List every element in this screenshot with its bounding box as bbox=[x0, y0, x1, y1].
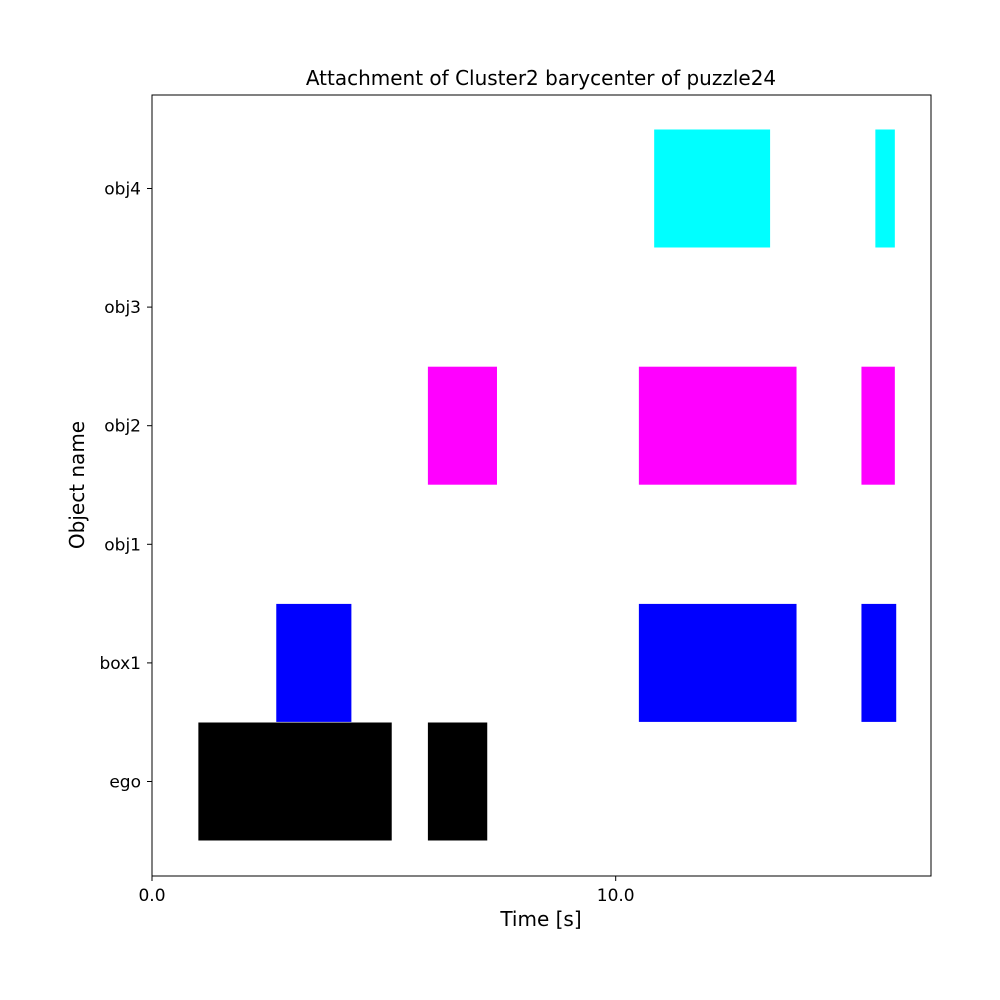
y-tick-label-obj1: obj1 bbox=[104, 535, 141, 555]
bar-ego-1 bbox=[427, 722, 488, 841]
bar-obj4-0 bbox=[654, 129, 771, 248]
bar-obj4-1 bbox=[875, 129, 895, 248]
y-tick-label-obj3: obj3 bbox=[104, 298, 141, 318]
x-axis-label: Time [s] bbox=[499, 907, 581, 931]
x-tick-label-0: 0.0 bbox=[138, 886, 165, 906]
bar-ego-0 bbox=[198, 722, 392, 841]
y-axis-label: Object name bbox=[65, 421, 89, 549]
interval-bars bbox=[198, 129, 897, 841]
y-tick-label-obj4: obj4 bbox=[104, 180, 141, 200]
y-tick-label-obj2: obj2 bbox=[104, 417, 141, 437]
y-axis-ticks: ego box1 obj1 obj2 obj3 obj4 bbox=[99, 180, 152, 793]
bar-obj2-0 bbox=[427, 366, 497, 485]
y-tick-label-ego: ego bbox=[109, 773, 141, 793]
bar-box1-2 bbox=[861, 603, 897, 722]
y-tick-label-box1: box1 bbox=[99, 654, 141, 674]
bar-box1-1 bbox=[638, 603, 797, 722]
bar-obj2-2 bbox=[861, 366, 895, 485]
bar-box1-0 bbox=[276, 603, 352, 722]
x-tick-label-1: 10.0 bbox=[597, 886, 635, 906]
x-axis-ticks: 0.0 10.0 bbox=[138, 876, 635, 906]
bar-obj2-1 bbox=[638, 366, 797, 485]
plot-frame bbox=[151, 94, 932, 877]
chart-title: Attachment of Cluster2 barycenter of puz… bbox=[306, 66, 776, 90]
